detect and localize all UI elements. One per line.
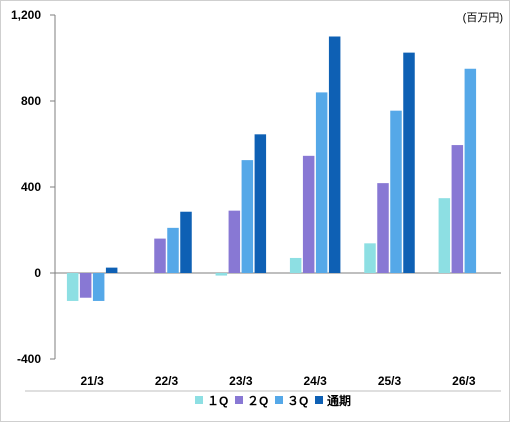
- bar: [464, 68, 477, 273]
- unit-label: (百万円): [463, 12, 503, 24]
- bar: [215, 273, 228, 276]
- bar: [364, 243, 376, 273]
- y-tick-label: 800: [21, 94, 41, 108]
- x-axis: 21/3 22/3 23/3 24/3 25/3 26/3: [25, 272, 501, 392]
- legend: １Q ２Q ３Q 通期: [195, 393, 351, 408]
- legend-swatch: [195, 396, 203, 404]
- x-tick-label: 21/3: [80, 374, 104, 388]
- bars: [66, 36, 477, 301]
- x-tick-label: 23/3: [229, 374, 253, 388]
- y-tick-label: -400: [17, 352, 41, 366]
- legend-swatch: [275, 396, 283, 404]
- bar: [328, 36, 341, 273]
- bar: [315, 92, 328, 274]
- x-tick-label: 25/3: [378, 374, 402, 388]
- bar: [154, 238, 166, 273]
- bar: [377, 183, 389, 273]
- legend-label: 通期: [327, 393, 351, 408]
- bar: [254, 134, 267, 273]
- x-tick-label: 24/3: [303, 374, 327, 388]
- bar: [66, 273, 79, 301]
- legend-swatch: [315, 396, 323, 404]
- bar: [180, 211, 192, 273]
- legend-label: ２Q: [247, 394, 268, 408]
- legend-swatch: [235, 396, 243, 404]
- bar: [228, 210, 241, 273]
- x-tick-label: 22/3: [155, 374, 179, 388]
- bar: [390, 110, 402, 273]
- bar: [105, 267, 118, 273]
- legend-label: １Q: [207, 394, 228, 408]
- bar: [403, 52, 415, 273]
- x-tick-label: 26/3: [452, 374, 476, 388]
- bar: [451, 145, 464, 273]
- y-axis: -400 0 400 800 1,200: [11, 8, 56, 366]
- bar: [241, 160, 254, 273]
- y-tick-label: 0: [34, 266, 41, 280]
- bar: [79, 273, 92, 298]
- bar: [438, 198, 451, 273]
- legend-label: ３Q: [287, 394, 308, 408]
- y-tick-label: 1,200: [11, 8, 41, 22]
- y-tick-label: 400: [21, 180, 41, 194]
- bar: [92, 273, 105, 301]
- bar: [302, 155, 315, 273]
- bar: [289, 257, 302, 273]
- bar: [167, 227, 179, 273]
